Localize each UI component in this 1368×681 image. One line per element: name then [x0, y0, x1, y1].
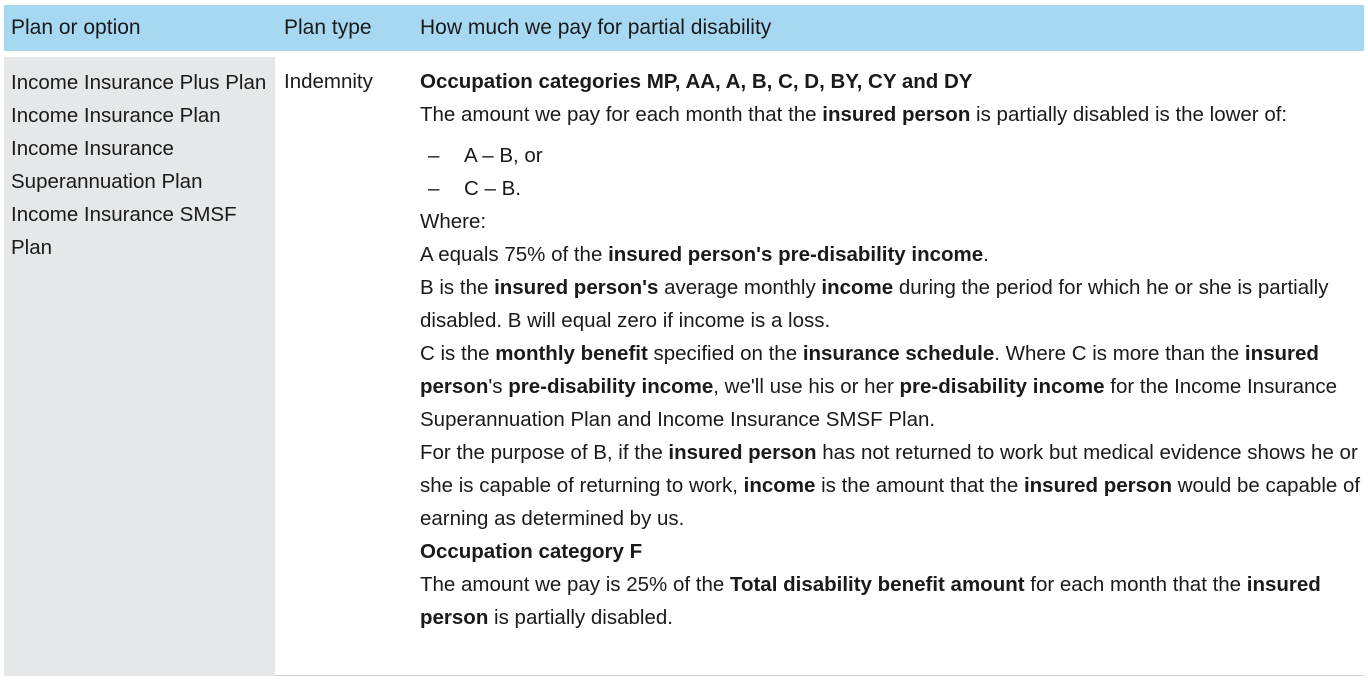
plan-type-cell: Indemnity	[284, 70, 373, 93]
paragraph-lower-of: The amount we pay for each month that th…	[420, 103, 1288, 126]
plan-name: Income Insurance Plus Plan	[11, 71, 267, 94]
table-header: Plan or option Plan type How much we pay…	[4, 5, 1364, 51]
definition-b: B is the insured person's average monthl…	[420, 276, 1329, 332]
plan-name: Income Insurance Plan	[11, 104, 221, 127]
list-item: – A – B, or	[428, 144, 543, 167]
header-how-much-we-pay: How much we pay for partial disability	[420, 16, 772, 39]
table-bottom-rule	[275, 675, 1364, 676]
definition-a: A equals 75% of the insured person's pre…	[420, 243, 989, 266]
list-item: – C – B.	[428, 177, 521, 200]
subheading-occupation-category-f: Occupation category F	[420, 540, 643, 563]
plan-names-cell: Income Insurance Plus Plan Income Insura…	[11, 66, 269, 264]
where-label: Where:	[420, 210, 487, 233]
paragraph-purpose-of-b: For the purpose of B, if the insured per…	[420, 441, 1361, 530]
definition-c: C is the monthly benefit specified on th…	[420, 342, 1338, 431]
plan-name: Income Insurance SMSF Plan	[11, 203, 237, 259]
partial-disability-table: Plan or option Plan type How much we pay…	[4, 5, 1364, 676]
subheading-occupation-categories: Occupation categories MP, AA, A, B, C, D…	[420, 70, 973, 93]
header-plan-type: Plan type	[284, 16, 372, 39]
plan-name: Income Insurance Superannuation Plan	[11, 137, 203, 193]
formula-list: – A – B, or – C – B.	[420, 139, 1364, 205]
paragraph-category-f: The amount we pay is 25% of the Total di…	[420, 573, 1321, 629]
plan-column-background	[4, 57, 275, 676]
payment-details-cell: Occupation categories MP, AA, A, B, C, D…	[420, 65, 1364, 634]
header-plan-or-option: Plan or option	[11, 16, 141, 39]
